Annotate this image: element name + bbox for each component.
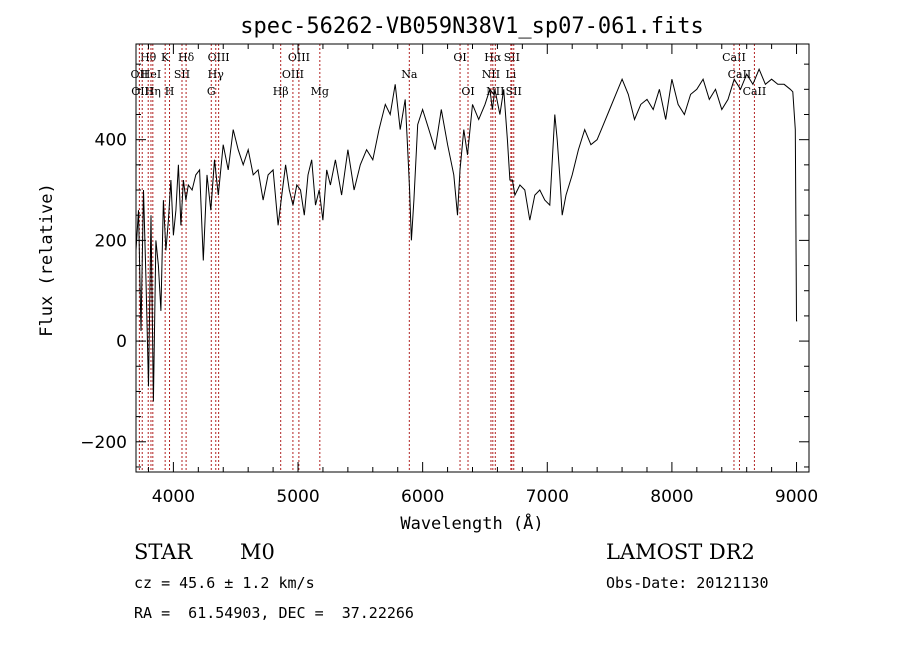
object-subclass: M0	[240, 540, 275, 564]
y-tick-label-3: 400	[95, 131, 127, 151]
line-label-20: NII	[482, 68, 500, 81]
line-label-27: CaII	[743, 85, 767, 98]
x-tick-label-3: 7000	[526, 487, 569, 507]
x-axis-label: Wavelength (Å)	[400, 512, 543, 534]
line-label-6: SII	[174, 68, 190, 81]
line-label-18: OI	[461, 85, 474, 98]
x-axis-ticks: 4000 5000 6000 7000 8000 9000	[147, 44, 818, 507]
y-axis-label: Flux (relative)	[37, 183, 57, 337]
line-label-16: Na	[401, 68, 418, 81]
line-label-11: G	[207, 85, 216, 98]
line-label-19: Hα	[484, 51, 502, 64]
line-label-22: SII	[504, 51, 520, 64]
line-label-3: K	[161, 51, 170, 64]
line-label-7: H	[165, 85, 175, 98]
line-label-12: Hβ	[273, 85, 289, 98]
line-label-9: OIII	[208, 51, 230, 64]
line-label-24: SII	[506, 85, 522, 98]
x-tick-label-0: 4000	[152, 487, 195, 507]
x-tick-label-1: 5000	[276, 487, 319, 507]
line-label-5: Hη	[145, 85, 161, 98]
y-tick-label-1: 0	[116, 332, 127, 352]
y-tick-label-2: 200	[95, 231, 127, 251]
chart-title: spec-56262-VB059N38V1_sp07-061.fits	[240, 14, 704, 39]
redshift-text: cz = 45.6 ± 1.2 km/s	[134, 574, 315, 592]
line-label-14: OIII	[282, 68, 304, 81]
line-label-25: CaII	[722, 51, 746, 64]
survey-name: LAMOST DR2	[606, 540, 755, 564]
x-tick-label-4: 8000	[650, 487, 693, 507]
x-tick-label-2: 6000	[401, 487, 444, 507]
y-tick-label-0: −200	[80, 433, 127, 453]
y-axis-ticks: −200 0 200 400	[80, 63, 809, 468]
line-label-4: HeI	[141, 68, 161, 81]
line-label-13: OIII	[288, 51, 310, 64]
line-label-1: OII	[131, 68, 149, 81]
line-label-23: Li	[505, 68, 516, 81]
line-label-17: OI	[453, 51, 466, 64]
object-class: STAR	[134, 540, 193, 564]
x-tick-label-5: 9000	[775, 487, 818, 507]
obs-date: Obs-Date: 20121130	[606, 574, 769, 592]
line-label-10: Hγ	[208, 68, 225, 81]
line-label-26: CaII	[728, 68, 752, 81]
coordinates: RA = 61.54903, DEC = 37.22266	[134, 604, 414, 622]
line-label-15: Mg	[311, 85, 329, 98]
line-label-8: Hδ	[178, 51, 195, 64]
spectrum-line	[135, 67, 798, 402]
line-label-2: OIII	[131, 85, 153, 98]
